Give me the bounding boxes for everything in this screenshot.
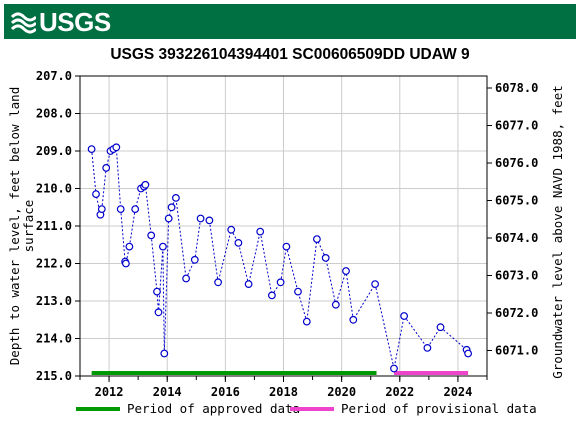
chart-title: USGS 393226104394401 SC00606509DD UDAW 9 xyxy=(110,46,470,63)
x-tick-label: 2014 xyxy=(153,385,182,399)
data-point[interactable] xyxy=(190,255,199,264)
left-axis-label-line-1: Depth to water level, feet below land xyxy=(7,87,22,365)
data-point[interactable] xyxy=(154,308,163,317)
data-point[interactable] xyxy=(244,280,253,289)
data-point[interactable] xyxy=(125,242,134,251)
usgs-logo-text: USGS xyxy=(39,6,111,37)
legend-approved-label: Period of approved data xyxy=(127,401,300,416)
data-point[interactable] xyxy=(97,205,106,214)
right-tick-label: 6076.0 xyxy=(495,156,538,170)
right-axis-label: Groundwater level above NAVD 1988, feet xyxy=(550,85,565,379)
data-point[interactable] xyxy=(371,280,380,289)
right-axis: 6078.0 6077.0 6076.0 6075.0 6074.0 6073.0 6072… xyxy=(487,81,538,358)
x-tick-label: 2018 xyxy=(269,385,298,399)
data-point[interactable] xyxy=(167,203,176,212)
right-tick-label: 6077.0 xyxy=(495,119,538,133)
usgs-banner: USGS xyxy=(4,4,576,39)
left-tick-label: 207.0 xyxy=(36,69,72,83)
grid-lines xyxy=(80,76,487,376)
x-tick-label: 2016 xyxy=(211,385,240,399)
data-point[interactable] xyxy=(390,364,398,373)
left-axis: 207.0 208.0 209.0 210.0 211.0 212.0 213.0 214.0… xyxy=(36,69,80,383)
left-tick-label: 213.0 xyxy=(36,294,72,308)
data-point[interactable] xyxy=(268,291,276,300)
data-point[interactable] xyxy=(234,238,243,247)
data-point[interactable] xyxy=(313,235,321,244)
data-point[interactable] xyxy=(342,267,350,275)
left-tick-label: 212.0 xyxy=(36,257,72,271)
left-tick-label: 208.0 xyxy=(36,107,72,121)
data-point[interactable] xyxy=(464,349,473,358)
data-point[interactable] xyxy=(256,227,265,236)
x-axis: 2012 2014 2016 2018 2020 2022 2024 xyxy=(79,376,488,399)
data-point[interactable] xyxy=(92,190,100,199)
data-point[interactable] xyxy=(196,214,205,223)
data-point[interactable] xyxy=(282,242,291,251)
data-point[interactable] xyxy=(276,278,285,287)
usgs-logo[interactable]: USGS xyxy=(10,7,111,37)
right-tick-label: 6072.0 xyxy=(495,306,538,320)
data-point[interactable] xyxy=(205,216,214,225)
data-point[interactable] xyxy=(164,214,173,223)
left-tick-label: 211.0 xyxy=(36,219,72,233)
data-point[interactable] xyxy=(160,349,169,358)
right-tick-label: 6071.0 xyxy=(495,344,538,358)
right-tick-label: 6073.0 xyxy=(495,269,538,283)
left-axis-label-line-2: surface xyxy=(21,200,36,253)
x-tick-label: 2020 xyxy=(327,385,356,399)
data-point[interactable] xyxy=(227,225,236,234)
data-point[interactable] xyxy=(121,259,130,268)
data-point[interactable] xyxy=(153,287,161,296)
data-point[interactable] xyxy=(349,315,358,324)
data-point[interactable] xyxy=(400,312,409,320)
x-tick-label: 2024 xyxy=(443,385,472,399)
data-point[interactable] xyxy=(436,323,445,332)
right-tick-label: 6074.0 xyxy=(495,231,538,245)
data-point[interactable] xyxy=(171,193,180,202)
data-point[interactable] xyxy=(302,317,311,326)
data-point[interactable] xyxy=(87,145,96,154)
left-tick-label: 215.0 xyxy=(36,369,72,383)
left-tick-label: 209.0 xyxy=(36,144,72,158)
legend-provisional-label: Period of provisional data xyxy=(341,401,537,416)
data-point[interactable] xyxy=(141,180,150,189)
series-line xyxy=(91,146,469,369)
data-point[interactable] xyxy=(102,163,111,172)
x-tick-label: 2022 xyxy=(385,385,414,399)
data-point[interactable] xyxy=(112,143,121,152)
right-tick-label: 6078.0 xyxy=(495,81,538,95)
right-tick-label: 6075.0 xyxy=(495,194,538,208)
left-axis-label: Depth to water level, feet below land su… xyxy=(7,87,36,365)
legend: Period of approved data Period of provis… xyxy=(76,401,537,416)
data-point[interactable] xyxy=(331,300,340,309)
left-tick-label: 214.0 xyxy=(36,332,72,346)
data-point[interactable] xyxy=(321,253,330,262)
data-point[interactable] xyxy=(294,287,302,296)
data-point[interactable] xyxy=(158,242,167,251)
data-point[interactable] xyxy=(423,344,432,352)
x-tick-label: 2012 xyxy=(95,385,124,399)
data-point[interactable] xyxy=(116,205,125,214)
data-point[interactable] xyxy=(147,231,156,240)
data-point[interactable] xyxy=(131,205,140,214)
data-point[interactable] xyxy=(182,274,191,283)
data-point[interactable] xyxy=(214,278,223,287)
data-points xyxy=(87,143,473,373)
left-tick-label: 210.0 xyxy=(36,182,72,196)
usgs-wave-icon xyxy=(10,9,36,35)
